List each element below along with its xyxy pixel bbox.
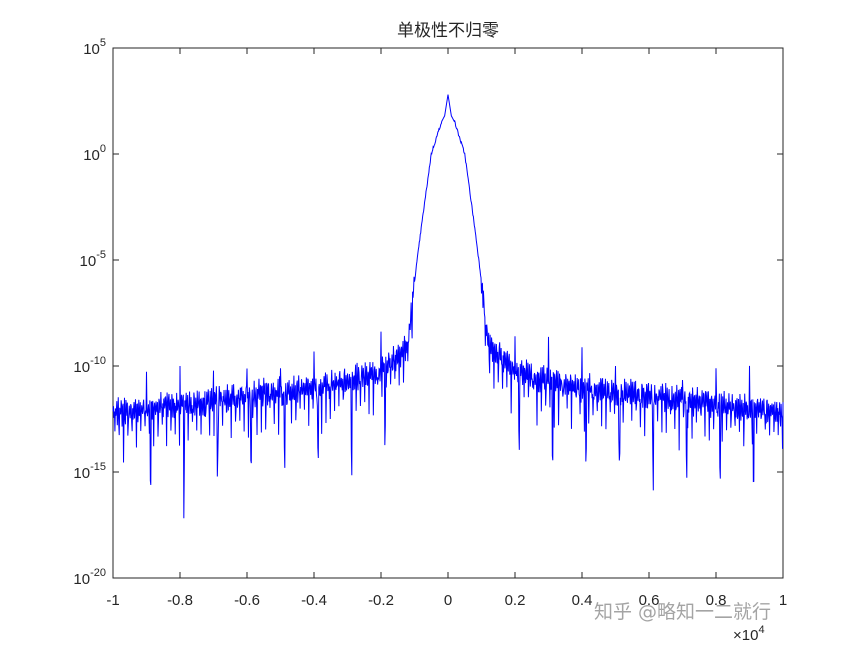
x-tick-label: 0.2: [505, 592, 526, 609]
chart-title: 单极性不归零: [397, 21, 499, 41]
x-tick-label: 0: [444, 592, 452, 609]
x-axis: -1 -0.8 -0.6 -0.4 -0.2 0 0.2 0.4 0.6 0.8 1: [106, 48, 787, 609]
y-axis: 10-20 10-15 10-10 10-5 100 105: [73, 37, 783, 588]
x-scale-multiplier: ×104: [733, 624, 765, 644]
y-tick-label: 10-5: [80, 249, 106, 270]
y-tick-label: 100: [83, 143, 106, 164]
series-line: [112, 94, 784, 519]
x-tick-label: 0.4: [572, 592, 593, 609]
y-tick-label: 10-20: [73, 567, 106, 588]
axes-box: [112, 47, 784, 579]
watermark: 知乎 @略知一二就行: [594, 601, 772, 623]
x-tick-label: 0.8: [706, 592, 727, 609]
x-tick-label: -0.8: [167, 592, 193, 609]
y-tick-label: 10-15: [73, 461, 106, 482]
x-tick-label: -0.6: [234, 592, 260, 609]
x-tick-label: 1: [779, 592, 787, 609]
x-tick-label: -0.4: [301, 592, 327, 609]
y-tick-label: 105: [83, 37, 106, 58]
x-tick-label: -0.2: [368, 592, 394, 609]
x-tick-label: 0.6: [639, 592, 660, 609]
x-tick-label: -1: [106, 592, 119, 609]
y-tick-label: 10-10: [73, 355, 106, 376]
